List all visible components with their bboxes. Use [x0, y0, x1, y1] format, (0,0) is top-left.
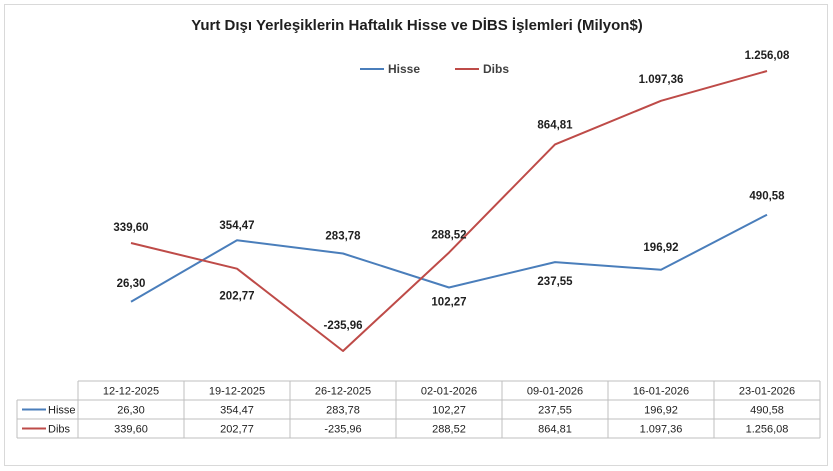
table-cell-dibs-3: 288,52: [432, 424, 466, 436]
table-header-4: 09-01-2026: [527, 386, 583, 398]
table-cell-dibs-1: 202,77: [220, 424, 254, 436]
data-label-dibs-2: -235,96: [323, 320, 362, 332]
table-row-label-1: Dibs: [48, 424, 71, 436]
table-header-1: 19-12-2025: [209, 386, 265, 398]
data-table: 12-12-2025 19-12-2025 26-12-2025 02-01-2026…: [16, 380, 821, 439]
chart-svg: Yurt Dışı Yerleşiklerin Haftalık Hisse v…: [16, 17, 821, 439]
table-cell-dibs-0: 339,60: [114, 424, 148, 436]
data-label-dibs-3: 288,52: [431, 230, 466, 242]
series-line-1: [130, 70, 768, 352]
data-label-dibs-0: 339,60: [113, 222, 148, 234]
data-label-hisse-6: 490,58: [749, 191, 785, 203]
legend-label-0: Hisse: [388, 62, 420, 76]
table-cell-hisse-1: 354,47: [220, 405, 254, 417]
data-label-dibs-4: 864,81: [537, 119, 573, 131]
data-label-dibs-5: 1.097,36: [639, 74, 684, 86]
plot-area: [130, 70, 768, 352]
data-label-hisse-3: 102,27: [431, 297, 466, 309]
table-header-5: 16-01-2026: [633, 386, 689, 398]
table-cell-hisse-5: 196,92: [644, 405, 678, 417]
legend-label-1: Dibs: [483, 62, 509, 76]
table-cell-hisse-0: 26,30: [117, 405, 145, 417]
table-cell-hisse-2: 283,78: [326, 405, 360, 417]
data-label-dibs-6: 1.256,08: [745, 50, 790, 62]
data-label-hisse-1: 354,47: [219, 220, 254, 232]
data-label-hisse-5: 196,92: [643, 242, 678, 254]
table-cell-hisse-6: 490,58: [750, 405, 784, 417]
table-cell-hisse-3: 102,27: [432, 405, 466, 417]
table-row-label-0: Hisse: [48, 405, 76, 417]
table-cell-dibs-2: -235,96: [324, 424, 361, 436]
table-cell-dibs-4: 864,81: [538, 424, 572, 436]
data-labels: 26,30 354,47 283,78 102,27 237,55 196,92 490,5…: [113, 50, 790, 332]
chart-frame: Yurt Dışı Yerleşiklerin Haftalık Hisse v…: [4, 4, 828, 466]
table-cell-dibs-5: 1.097,36: [640, 424, 683, 436]
table-cell-dibs-6: 1.256,08: [746, 424, 789, 436]
table-header-2: 26-12-2025: [315, 386, 371, 398]
chart-title: Yurt Dışı Yerleşiklerin Haftalık Hisse v…: [191, 17, 643, 34]
data-label-hisse-4: 237,55: [537, 276, 573, 288]
data-label-hisse-2: 283,78: [325, 230, 361, 242]
table-header-0: 12-12-2025: [103, 386, 159, 398]
table-header-6: 23-01-2026: [739, 386, 795, 398]
series-line-0: [130, 213, 768, 303]
table-cell-hisse-4: 237,55: [538, 405, 572, 417]
data-label-dibs-1: 202,77: [219, 291, 254, 303]
data-label-hisse-0: 26,30: [117, 278, 146, 290]
legend: Hisse Dibs: [360, 62, 509, 76]
table-header-3: 02-01-2026: [421, 386, 477, 398]
